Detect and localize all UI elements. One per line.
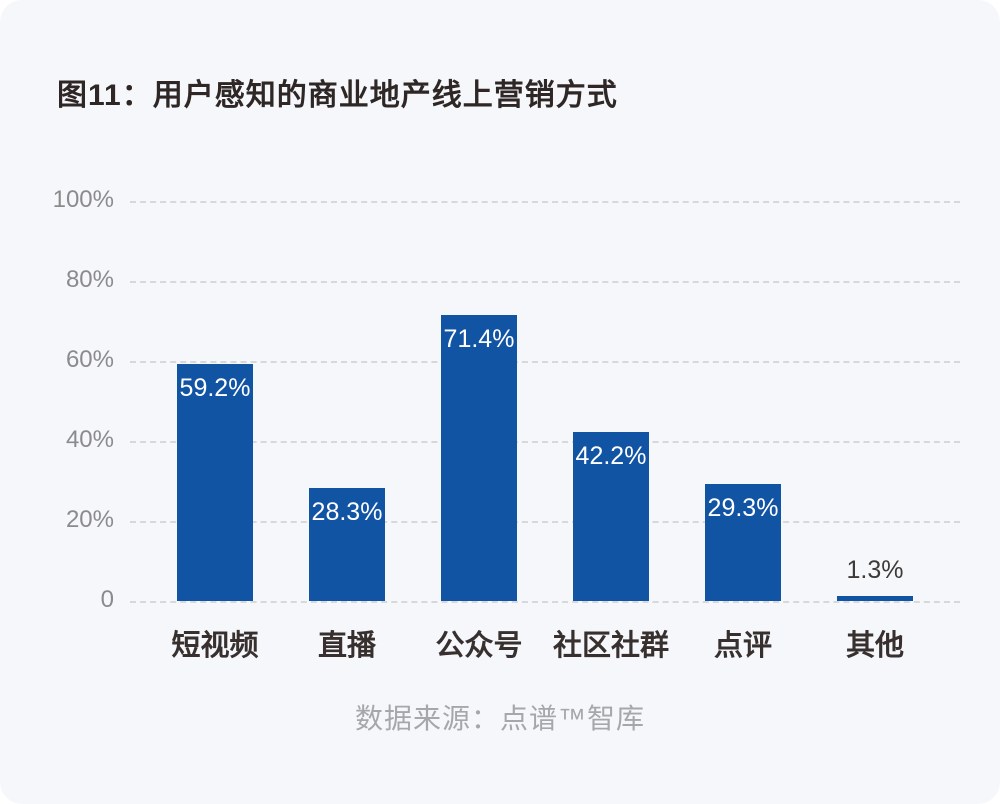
gridline xyxy=(130,441,960,443)
bar-value-label: 42.2% xyxy=(575,442,647,470)
x-axis-category-label: 公众号 xyxy=(435,630,523,662)
bar xyxy=(837,596,913,601)
bar xyxy=(573,432,649,601)
bar-value-label: 29.3% xyxy=(707,494,779,522)
bar xyxy=(309,488,385,601)
bar-value-label: 1.3% xyxy=(846,556,904,584)
data-source-caption: 数据来源：点谱™智库 xyxy=(354,703,645,734)
y-axis-tick-label: 100% xyxy=(52,185,114,213)
bar-value-label: 71.4% xyxy=(443,325,515,353)
y-axis-tick-label: 40% xyxy=(65,425,114,453)
y-axis-tick-label: 20% xyxy=(65,505,114,533)
gridline xyxy=(130,281,960,283)
bar xyxy=(705,484,781,601)
y-axis-tick-label: 60% xyxy=(65,345,114,373)
x-axis-category-label: 社区社群 xyxy=(552,630,670,662)
x-axis-category-label: 短视频 xyxy=(171,630,259,662)
y-axis-tick-label: 80% xyxy=(65,265,114,293)
x-axis-category-label: 点评 xyxy=(713,630,773,662)
x-axis-category-label: 直播 xyxy=(317,630,377,662)
y-axis-tick-label: 0 xyxy=(100,585,114,613)
gridline xyxy=(130,361,960,363)
chart-title: 图11：用户感知的商业地产线上营销方式 xyxy=(57,79,618,112)
gridline xyxy=(130,601,960,603)
bar-value-label: 28.3% xyxy=(311,498,383,526)
gridline xyxy=(130,521,960,523)
x-axis-category-label: 其他 xyxy=(845,630,905,662)
plot-area: 100% 80% 60% 40% 20% 0 59.2% 短视频 28.3% 直播 71.4% 公众号… xyxy=(53,186,960,662)
gridline xyxy=(130,201,960,203)
bar xyxy=(441,315,517,601)
bar-value-label: 59.2% xyxy=(179,374,251,402)
bar xyxy=(177,364,253,601)
